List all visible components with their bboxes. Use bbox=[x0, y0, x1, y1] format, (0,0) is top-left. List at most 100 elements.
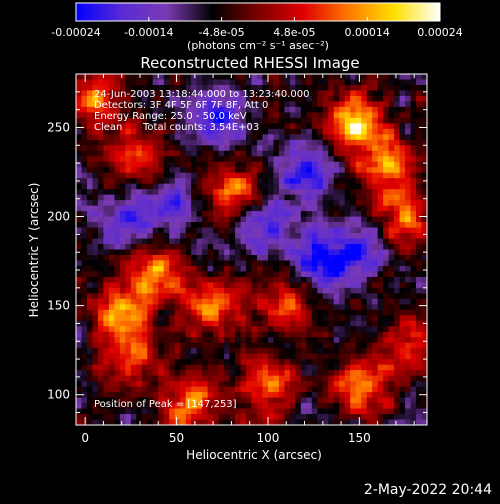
heatmap-cell bbox=[86, 79, 93, 86]
heatmap-cell bbox=[218, 414, 225, 420]
heatmap-cell bbox=[240, 419, 247, 425]
heatmap-cell bbox=[191, 79, 198, 86]
heatmap-cell bbox=[273, 216, 280, 223]
heatmap-cell bbox=[311, 150, 318, 157]
heatmap-cell bbox=[251, 74, 258, 80]
heatmap-cell bbox=[377, 167, 384, 174]
heatmap-cell bbox=[92, 128, 99, 135]
heatmap-cell bbox=[191, 381, 198, 388]
heatmap-cell bbox=[273, 101, 280, 108]
heatmap-cell bbox=[421, 167, 427, 174]
heatmap-cell bbox=[251, 331, 258, 338]
heatmap-cell bbox=[81, 260, 88, 267]
heatmap-cell bbox=[76, 227, 82, 234]
heatmap-cell bbox=[361, 309, 368, 316]
heatmap-cell bbox=[136, 397, 143, 404]
heatmap-cell bbox=[224, 331, 230, 338]
heatmap-cell bbox=[366, 276, 373, 283]
heatmap-cell bbox=[317, 337, 324, 344]
heatmap-cell bbox=[256, 315, 263, 322]
heatmap-cell bbox=[284, 364, 291, 371]
heatmap-cell bbox=[295, 320, 302, 327]
heatmap-cell bbox=[119, 95, 126, 102]
heatmap-cell bbox=[180, 304, 187, 311]
heatmap-cell bbox=[207, 194, 214, 201]
heatmap-cell bbox=[405, 227, 411, 234]
heatmap-cell bbox=[180, 348, 187, 355]
heatmap-cell bbox=[410, 95, 417, 102]
heatmap-cell bbox=[108, 342, 115, 349]
heatmap-cell bbox=[218, 117, 225, 124]
heatmap-cell bbox=[339, 304, 346, 311]
heatmap-cell bbox=[366, 260, 373, 267]
heatmap-cell bbox=[256, 106, 263, 113]
heatmap-cell bbox=[350, 282, 357, 289]
heatmap-cell bbox=[289, 194, 296, 201]
heatmap-cell bbox=[114, 183, 121, 190]
heatmap-cell bbox=[185, 123, 192, 130]
heatmap-cell bbox=[246, 408, 252, 415]
heatmap-cell bbox=[169, 309, 176, 316]
heatmap-cell bbox=[405, 403, 411, 409]
heatmap-cell bbox=[246, 194, 252, 201]
heatmap-cell bbox=[246, 370, 252, 377]
heatmap-cell bbox=[224, 414, 230, 420]
heatmap-cell bbox=[141, 117, 148, 124]
heatmap-cell bbox=[251, 260, 258, 267]
heatmap-cell bbox=[224, 309, 230, 316]
heatmap-cell bbox=[141, 74, 148, 80]
heatmap-cell bbox=[147, 233, 154, 239]
heatmap-cell bbox=[322, 134, 329, 141]
heatmap-cell bbox=[306, 320, 313, 327]
heatmap-cell bbox=[339, 128, 346, 135]
heatmap-cell bbox=[114, 244, 121, 250]
heatmap-cell bbox=[169, 167, 176, 174]
heatmap-cell bbox=[119, 326, 126, 333]
heatmap-cell bbox=[180, 172, 187, 179]
heatmap-cell bbox=[383, 397, 390, 404]
heatmap-cell bbox=[76, 419, 82, 425]
heatmap-cell bbox=[229, 408, 236, 415]
heatmap-cell bbox=[399, 342, 406, 349]
heatmap-cell bbox=[306, 276, 313, 283]
heatmap-cell bbox=[207, 260, 214, 267]
heatmap-cell bbox=[114, 106, 121, 113]
heatmap-cell bbox=[372, 178, 379, 185]
heatmap-cell bbox=[196, 200, 203, 207]
heatmap-cell bbox=[366, 139, 373, 146]
heatmap-cell bbox=[213, 408, 219, 415]
heatmap-cell bbox=[273, 161, 280, 168]
heatmap-cell bbox=[163, 260, 170, 267]
heatmap-cell bbox=[125, 359, 132, 366]
heatmap-cell bbox=[333, 106, 340, 113]
heatmap-cell bbox=[202, 205, 209, 212]
heatmap-cell bbox=[421, 254, 427, 261]
heatmap-cell bbox=[322, 337, 329, 344]
heatmap-cell bbox=[92, 112, 99, 119]
heatmap-cell bbox=[344, 309, 351, 316]
heatmap-cell bbox=[355, 304, 362, 311]
heatmap-cell bbox=[251, 254, 258, 261]
heatmap-cell bbox=[284, 315, 291, 322]
heatmap-cell bbox=[218, 315, 225, 322]
heatmap-cell bbox=[240, 353, 247, 360]
heatmap-cell bbox=[267, 353, 274, 360]
heatmap-cell bbox=[399, 211, 406, 217]
heatmap-cell bbox=[180, 309, 187, 316]
heatmap-cell bbox=[267, 95, 274, 102]
heatmap-cell bbox=[405, 419, 411, 425]
heatmap-cell bbox=[196, 172, 203, 179]
heatmap-cell bbox=[410, 375, 417, 382]
heatmap-cell bbox=[185, 359, 192, 366]
heatmap-cell bbox=[284, 298, 291, 305]
heatmap-cell bbox=[218, 145, 225, 152]
heatmap-cell bbox=[246, 249, 252, 256]
heatmap-cell bbox=[278, 216, 285, 223]
heatmap-cell bbox=[311, 364, 318, 371]
heatmap-cell bbox=[333, 117, 340, 124]
heatmap-cell bbox=[421, 386, 427, 393]
heatmap-cell bbox=[284, 342, 291, 349]
heatmap-cell bbox=[300, 364, 307, 371]
heatmap-cell bbox=[92, 156, 99, 163]
heatmap-cell bbox=[333, 123, 340, 130]
